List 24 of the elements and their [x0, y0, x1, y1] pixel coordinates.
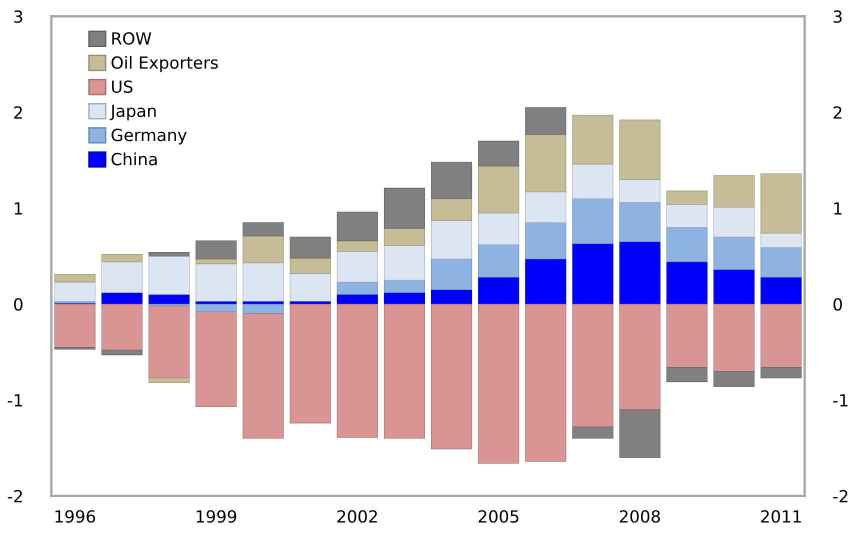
legend-label: China [112, 152, 157, 166]
y-tick-label: -1 [8, 394, 22, 406]
y2-tick-label: 1 [834, 202, 842, 215]
legend-label: Oil Exporters [112, 56, 218, 72]
x-tick-label: 2008 [620, 510, 660, 523]
y2-tick-label: -1 [833, 394, 848, 406]
x-tick-label: 1999 [196, 510, 236, 523]
y-tick-label: -2 [8, 490, 22, 502]
x-tick-label: 2002 [337, 510, 377, 523]
y2-tick-label: 2 [834, 106, 842, 119]
legend-label: Germany [112, 128, 187, 145]
y-tick-label: 1 [14, 202, 22, 215]
x-tick-label: 2005 [478, 510, 518, 523]
x-tick-label: 2011 [761, 510, 801, 523]
y-tick-label: 2 [14, 106, 22, 119]
y2-tick-label: 0 [834, 298, 842, 311]
y2-tick-label: 3 [834, 10, 842, 23]
legend-label: ROW [112, 32, 152, 45]
x-tick-label: 1996 [56, 510, 96, 523]
legend-label: Japan [110, 104, 156, 120]
y2-tick-label: -2 [833, 490, 848, 502]
legend-label: US [112, 80, 132, 94]
y-tick-label: 0 [14, 298, 22, 311]
y-tick-label: 3 [14, 10, 22, 23]
